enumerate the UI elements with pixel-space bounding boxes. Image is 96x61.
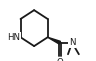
Text: N: N (69, 38, 75, 47)
Text: HN: HN (7, 33, 20, 42)
Text: O: O (56, 58, 63, 61)
Polygon shape (48, 37, 60, 44)
